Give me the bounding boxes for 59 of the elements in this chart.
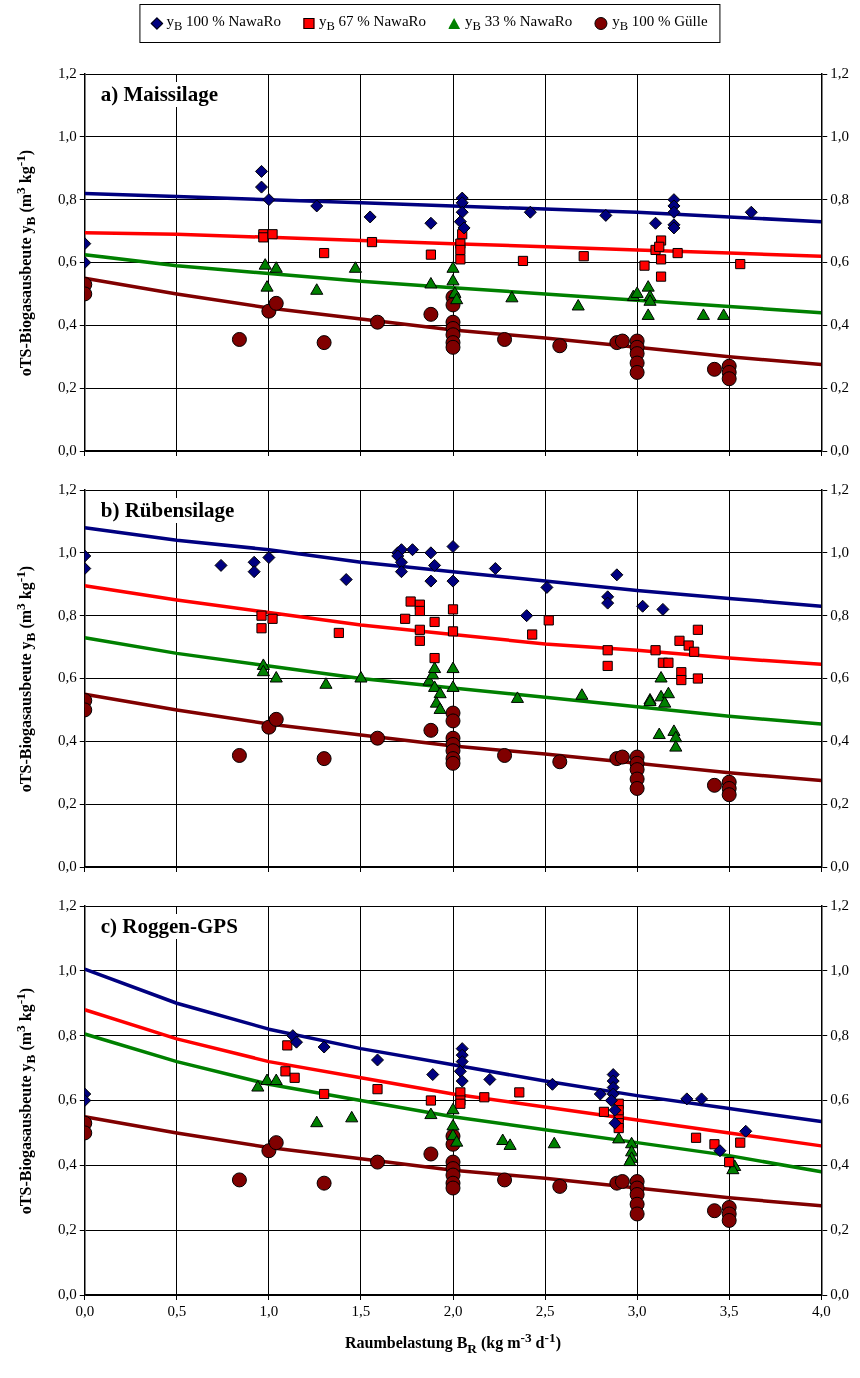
y-tick-label: 0,6 bbox=[58, 1091, 78, 1108]
y-tick-label: 0,6 bbox=[58, 253, 78, 270]
y2-tick-label: 0,0 bbox=[830, 441, 849, 458]
y-tick-label: 1,0 bbox=[58, 127, 77, 144]
y2-tick-label: 0,8 bbox=[830, 190, 849, 207]
y-tick-label: 1,2 bbox=[58, 480, 77, 497]
x-axis-title: Raumbelastung B$_{R}$ (kg m$^{-3}$ d$^{-1}$) bbox=[345, 1330, 561, 1357]
chart-title: b) Rübensilage bbox=[94, 498, 241, 523]
y2-tick-label: 1,0 bbox=[830, 543, 849, 560]
y-tick-label: 0,8 bbox=[58, 606, 77, 623]
y-tick-label: 0,8 bbox=[58, 1026, 77, 1043]
y-tick-label: 0,2 bbox=[58, 379, 77, 396]
y-tick-label: 0,0 bbox=[58, 1285, 77, 1302]
y2-tick-label: 0,2 bbox=[830, 1221, 849, 1238]
y2-tick-label: 0,6 bbox=[830, 669, 850, 686]
x-tick-label: 2,5 bbox=[535, 1302, 555, 1319]
x-tick-label: 0,5 bbox=[167, 1302, 187, 1319]
legend-label: y$_{B}$ 67 % NawaRo bbox=[319, 13, 427, 34]
y2-tick-label: 0,8 bbox=[830, 606, 849, 623]
x-tick-label: 3,5 bbox=[719, 1302, 739, 1319]
chart-title: a) Maissilage bbox=[94, 82, 224, 107]
y2-tick-label: 0,6 bbox=[830, 253, 850, 270]
x-tick-label: 0,0 bbox=[75, 1302, 95, 1319]
y2-tick-label: 0,4 bbox=[830, 1156, 850, 1173]
legend-label: y$_{B}$ 100 % NawaRo bbox=[166, 13, 281, 34]
y2-tick-label: 0,6 bbox=[830, 1091, 850, 1108]
x-tick-label: 1,0 bbox=[259, 1302, 279, 1319]
legend-label: y$_{B}$ 33 % NawaRo bbox=[465, 13, 573, 34]
y-tick-label: 1,2 bbox=[58, 64, 77, 81]
y-tick-label: 0,2 bbox=[58, 795, 77, 812]
legend-label: y$_{B}$ 100 % Gülle bbox=[612, 13, 708, 34]
y2-tick-label: 1,2 bbox=[830, 480, 849, 497]
x-tick-label: 3,0 bbox=[627, 1302, 647, 1319]
y2-tick-label: 1,2 bbox=[830, 64, 849, 81]
x-tick-label: 2,0 bbox=[443, 1302, 463, 1319]
y-tick-label: 0,6 bbox=[58, 669, 78, 686]
y2-tick-label: 0,0 bbox=[830, 1285, 849, 1302]
y-tick-label: 0,2 bbox=[58, 1221, 77, 1238]
y2-tick-label: 0,2 bbox=[830, 795, 849, 812]
y-tick-label: 0,0 bbox=[58, 857, 77, 874]
y2-tick-label: 0,8 bbox=[830, 1026, 849, 1043]
y-tick-label: 0,0 bbox=[58, 441, 77, 458]
x-tick-label: 1,5 bbox=[351, 1302, 371, 1319]
y2-tick-label: 1,0 bbox=[830, 127, 849, 144]
y2-tick-label: 1,2 bbox=[830, 896, 849, 913]
y2-tick-label: 1,0 bbox=[830, 961, 849, 978]
y2-tick-label: 0,2 bbox=[830, 379, 849, 396]
y-tick-label: 0,4 bbox=[58, 732, 78, 749]
y-tick-label: 1,0 bbox=[58, 543, 77, 560]
y-tick-label: 1,2 bbox=[58, 896, 77, 913]
y2-tick-label: 0,4 bbox=[830, 732, 850, 749]
x-tick-label: 4,0 bbox=[811, 1302, 831, 1319]
y2-tick-label: 0,4 bbox=[830, 316, 850, 333]
y-tick-label: 0,4 bbox=[58, 316, 78, 333]
y-tick-label: 1,0 bbox=[58, 961, 77, 978]
chart-title: c) Roggen-GPS bbox=[94, 914, 244, 939]
y-tick-label: 0,4 bbox=[58, 1156, 78, 1173]
y-tick-label: 0,8 bbox=[58, 190, 77, 207]
y2-tick-label: 0,0 bbox=[830, 857, 849, 874]
